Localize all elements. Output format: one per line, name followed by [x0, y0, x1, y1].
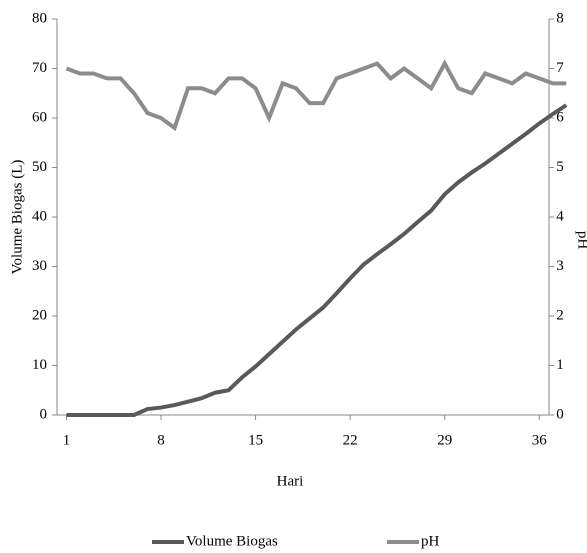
y2-tick-label: 6 — [556, 109, 564, 125]
x-tick-label: 22 — [343, 432, 358, 448]
y-tick-label: 70 — [32, 60, 47, 76]
x-tick-label: 8 — [157, 432, 165, 448]
y-tick-label: 30 — [32, 258, 47, 274]
y-tick-label: 50 — [32, 159, 47, 175]
series-line — [65, 59, 567, 132]
x-axis-title: Hari — [277, 473, 304, 489]
y2-tick-label: 3 — [556, 258, 564, 274]
y-tick-label: 20 — [32, 307, 47, 323]
legend-label: pH — [421, 533, 440, 549]
y2-tick-label: 4 — [556, 208, 564, 224]
y-tick-label: 60 — [32, 109, 47, 125]
series-line — [66, 103, 568, 417]
y-axis-title: Volume Biogas (L) — [9, 160, 25, 275]
y2-tick-label: 0 — [556, 406, 564, 422]
y2-tick-label: 7 — [556, 60, 564, 76]
legend-label: Volume Biogas — [186, 533, 278, 549]
y2-tick-label: 2 — [556, 307, 564, 323]
y-tick-label: 10 — [32, 357, 47, 373]
y-tick-label: 0 — [40, 406, 48, 422]
x-tick-label: 15 — [248, 432, 263, 448]
y2-axis-title: pH — [575, 231, 587, 250]
y2-tick-label: 8 — [556, 10, 564, 26]
y2-tick-label: 1 — [556, 357, 564, 373]
y-tick-label: 40 — [32, 208, 47, 224]
x-tick-label: 1 — [63, 432, 71, 448]
y-tick-label: 80 — [32, 10, 47, 26]
x-tick-label: 29 — [437, 432, 452, 448]
y2-tick-label: 5 — [556, 159, 564, 175]
x-tick-label: 36 — [532, 432, 548, 448]
